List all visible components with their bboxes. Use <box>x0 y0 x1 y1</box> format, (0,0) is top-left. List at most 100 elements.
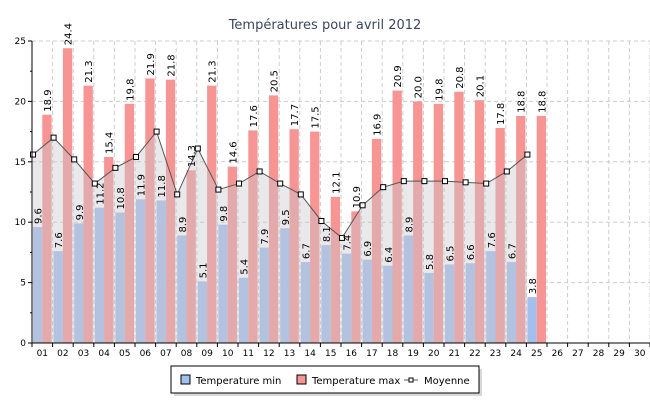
data-label: 14.6 <box>228 141 239 163</box>
grid <box>32 40 650 343</box>
x-tick-label: 01 <box>37 349 48 359</box>
data-label: 9.6 <box>34 208 45 224</box>
data-label: 17.7 <box>290 104 301 126</box>
moyenne-point <box>91 180 98 187</box>
x-tick-label: 03 <box>78 349 89 359</box>
data-label: 17.6 <box>249 105 260 127</box>
bar-temperature-min <box>197 281 208 343</box>
x-tick-label: 25 <box>531 349 542 359</box>
x-tick-label: 12 <box>263 349 274 359</box>
moyenne-point <box>174 191 181 198</box>
x-tick-label: 06 <box>140 349 152 359</box>
data-label: 24.4 <box>64 23 75 45</box>
bar-temperature-max <box>145 78 155 343</box>
bar-temperature-max <box>371 138 382 343</box>
moyenne-point <box>421 178 428 185</box>
data-label: 19.8 <box>434 79 445 101</box>
moyenne-area <box>30 128 531 343</box>
x-tick-label: 28 <box>593 349 605 359</box>
data-label: 18.9 <box>43 89 54 111</box>
data-label: 18.8 <box>537 91 548 113</box>
moyenne-point <box>318 217 325 224</box>
data-label: 17.8 <box>496 103 507 125</box>
bar-temperature-max <box>536 115 546 343</box>
x-tick-label: 22 <box>469 349 480 359</box>
data-label: 7.6 <box>487 232 498 248</box>
legend: Temperature min Temperature max Moyenne <box>170 365 482 396</box>
bar-temperature-max <box>330 196 340 343</box>
data-label: 21.3 <box>84 60 95 82</box>
bar-temperature-min <box>33 227 43 343</box>
data-labels: 9.6 18.9 7.6 24.4 9.9 21.3 11.2 15.4 10.8 19.8 11.… <box>34 23 549 294</box>
data-label: 20.9 <box>393 65 404 87</box>
bar-temperature-min <box>115 212 125 343</box>
bar-temperature-max <box>516 115 526 343</box>
x-tick-label: 05 <box>119 349 130 359</box>
data-label: 19.8 <box>125 79 136 101</box>
bar-temperature-max <box>413 101 423 344</box>
data-label: 9.8 <box>219 206 230 222</box>
bar-temperature-max <box>62 48 73 344</box>
data-label: 10.8 <box>116 187 127 209</box>
x-tick-label: 04 <box>98 349 110 359</box>
moyenne-point <box>483 180 490 187</box>
data-label: 21.8 <box>167 54 178 76</box>
data-label: 16.9 <box>373 114 384 136</box>
bar-temperature-min <box>177 235 187 343</box>
data-label: 6.7 <box>507 243 518 259</box>
moyenne-point <box>236 180 242 187</box>
y-tick-label: 5 <box>20 279 26 289</box>
bar-temperature-min <box>74 223 84 343</box>
data-label: 21.3 <box>208 60 219 82</box>
bar-temperature-min <box>527 297 537 343</box>
bar-temperature-max <box>392 90 402 343</box>
data-label: 12.1 <box>331 172 342 194</box>
moyenne-point <box>71 156 78 163</box>
moyenne-point <box>462 179 469 186</box>
data-label: 3.8 <box>528 278 539 294</box>
legend-swatch-min <box>180 374 191 385</box>
x-tick-label: 08 <box>181 349 193 359</box>
bar-temperature-min <box>239 277 249 343</box>
bar-temperature-min <box>53 251 63 343</box>
moyenne-point <box>256 168 263 175</box>
moyenne-point <box>153 128 160 135</box>
data-label: 21.9 <box>146 53 157 75</box>
x-tick-label: 18 <box>387 349 399 359</box>
legend-box <box>170 365 480 394</box>
data-label: 5.1 <box>198 262 209 278</box>
data-label: 14.3 <box>187 145 198 167</box>
x-tick-label: 17 <box>366 349 377 359</box>
bar-temperature-min <box>259 247 269 343</box>
bar-temperature-max <box>289 129 299 343</box>
bar-temperature-max <box>351 211 361 343</box>
moyenne-point <box>215 186 222 193</box>
bar-temperature-min <box>136 199 146 343</box>
bar-temperature-max <box>454 91 464 344</box>
moyenne-point <box>30 151 36 158</box>
x-tick-label: 14 <box>304 349 316 359</box>
legend-marker-moyenne <box>408 377 414 383</box>
moyenne-point <box>380 184 387 191</box>
data-label: 11.8 <box>157 175 168 197</box>
bar-temperature-max <box>227 166 237 343</box>
moyenne-point <box>133 153 139 160</box>
x-tick-label: 29 <box>613 349 625 359</box>
data-label: 5.4 <box>240 259 251 275</box>
data-label: 8.9 <box>404 217 415 233</box>
bar-temperature-min <box>362 259 372 343</box>
chart-title: Températures pour avril 2012 <box>228 18 422 33</box>
bar-temperature-max <box>42 114 52 343</box>
y-tick-label: 25 <box>15 37 26 47</box>
y-tick-label: 10 <box>15 218 27 228</box>
moyenne-point <box>524 151 531 158</box>
bar-temperature-max <box>207 85 217 344</box>
bar-temperature-min <box>403 235 414 343</box>
bar-temperature-max <box>165 79 176 343</box>
moyenne-point <box>194 145 201 152</box>
bar-temperature-max <box>310 131 320 343</box>
bar-temperature-max <box>248 130 258 343</box>
moyenne-point <box>400 178 407 185</box>
